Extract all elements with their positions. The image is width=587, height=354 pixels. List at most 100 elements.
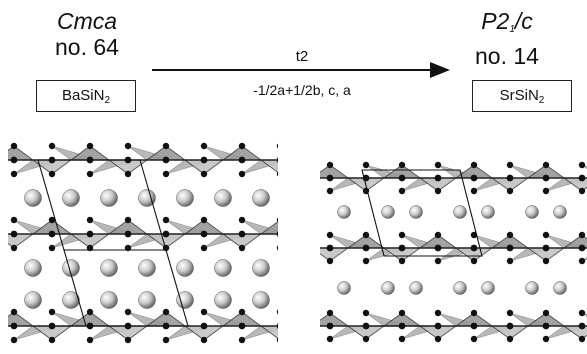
left-space-group-number: no. 64 (55, 34, 119, 60)
metal-cation (553, 205, 567, 219)
nitrogen-atom (162, 230, 170, 238)
nitrogen-atom (542, 335, 550, 343)
metal-cation (553, 281, 567, 295)
nitrogen-atom (506, 322, 514, 330)
metal-cation (525, 205, 539, 219)
transformation-basis: -1/2a+1/2b, c, a (253, 82, 351, 98)
right-compound-subscript: 2 (538, 95, 545, 106)
right-crystal-structure (320, 161, 587, 343)
nitrogen-atom (162, 216, 170, 224)
nitrogen-atom (200, 156, 208, 164)
left-space-group-symbol: Cmca (56, 8, 118, 34)
nitrogen-atom (398, 257, 406, 265)
metal-cation (62, 259, 80, 277)
nitrogen-atom (362, 309, 370, 317)
nitrogen-atom (10, 230, 18, 238)
nitrogen-atom (10, 336, 18, 344)
nitrogen-atom (200, 322, 208, 330)
nitrogen-atom (276, 337, 278, 343)
nitrogen-atom (506, 161, 514, 169)
left-compound-box: BaSiN2 (36, 80, 136, 112)
metal-cation (481, 281, 495, 295)
nitrogen-atom (434, 257, 442, 265)
nitrogen-atom (124, 308, 132, 316)
nitrogen-atom (48, 142, 56, 150)
nitrogen-atom (238, 156, 246, 164)
nitrogen-atom (326, 322, 334, 330)
nitrogen-atom (238, 308, 246, 316)
nitrogen-atom (470, 322, 478, 330)
metal-cation (176, 291, 194, 309)
nitrogen-atom (162, 170, 170, 178)
nitrogen-atom (10, 244, 18, 252)
nitrogen-atom (86, 216, 94, 224)
metal-cation (138, 189, 156, 207)
nitrogen-atom (276, 309, 278, 315)
nitrogen-atom (10, 308, 18, 316)
nitrogen-atom (398, 174, 406, 182)
metal-cation (62, 189, 80, 207)
metal-cation (100, 291, 118, 309)
nitrogen-atom (238, 142, 246, 150)
metal-cation (176, 189, 194, 207)
nitrogen-atom (470, 231, 478, 239)
nitrogen-atom (10, 170, 18, 178)
nitrogen-atom (86, 170, 94, 178)
nitrogen-atom (506, 231, 514, 239)
metal-cation (453, 205, 467, 219)
nitrogen-atom (48, 336, 56, 344)
metal-cation (138, 259, 156, 277)
right-space-group-number: no. 14 (475, 43, 539, 69)
nitrogen-atom (434, 309, 442, 317)
metal-cation (381, 281, 395, 295)
metal-cation (252, 189, 270, 207)
nitrogen-atom (276, 157, 278, 163)
right-compound-formula: SrSiN (499, 87, 539, 104)
nitrogen-atom (578, 161, 586, 169)
sinx-tetrahedron (320, 312, 350, 327)
transformation-arrow (152, 62, 450, 78)
nitrogen-atom (398, 187, 406, 195)
nitrogen-atom (124, 230, 132, 238)
nitrogen-atom (238, 230, 246, 238)
nitrogen-atom (276, 143, 278, 149)
metal-cation (24, 291, 42, 309)
nitrogen-atom (506, 309, 514, 317)
nitrogen-atom (162, 142, 170, 150)
nitrogen-atom (276, 231, 278, 237)
metal-cation (214, 189, 232, 207)
nitrogen-atom (506, 257, 514, 265)
nitrogen-atom (124, 216, 132, 224)
right-space-group: P21/c no. 14 (452, 8, 562, 69)
metal-cation (176, 259, 194, 277)
nitrogen-atom (362, 335, 370, 343)
nitrogen-atom (238, 244, 246, 252)
nitrogen-atom (470, 174, 478, 182)
metal-cation (337, 205, 351, 219)
metal-cation (24, 259, 42, 277)
nitrogen-atom (238, 170, 246, 178)
sinx-tetrahedron (259, 325, 278, 340)
nitrogen-atom (578, 322, 586, 330)
nitrogen-atom (506, 335, 514, 343)
transformation-arrow-group: t2 -1/2a+1/2b, c, a (152, 48, 452, 98)
nitrogen-atom (398, 309, 406, 317)
nitrogen-atom (200, 230, 208, 238)
nitrogen-atom (362, 244, 370, 252)
metal-cation (214, 291, 232, 309)
nitrogen-atom (48, 244, 56, 252)
nitrogen-atom (162, 308, 170, 316)
nitrogen-atom (434, 161, 442, 169)
nitrogen-atom (578, 335, 586, 343)
nitrogen-atom (326, 309, 334, 317)
nitrogen-atom (434, 231, 442, 239)
sinx-tetrahedron (259, 159, 278, 174)
nitrogen-atom (200, 216, 208, 224)
left-space-group: Cmca no. 64 (32, 8, 142, 60)
nitrogen-atom (470, 244, 478, 252)
metal-cation (337, 281, 351, 295)
nitrogen-atom (124, 142, 132, 150)
nitrogen-atom (578, 174, 586, 182)
sinx-tetrahedron (320, 247, 350, 262)
nitrogen-atom (434, 187, 442, 195)
